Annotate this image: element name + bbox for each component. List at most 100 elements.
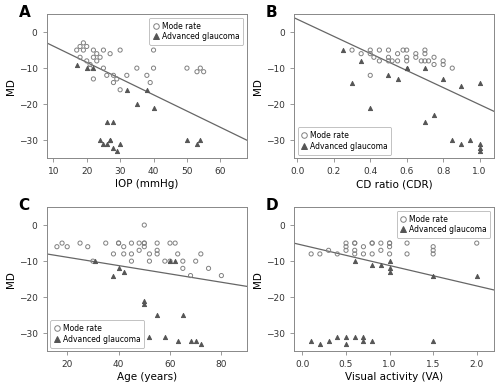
Point (193, 141, 201, 147)
Point (135, 247, 143, 253)
Y-axis label: MD: MD (6, 78, 16, 95)
Point (89, 338, 97, 344)
Point (429, 272, 437, 279)
Point (96, 54, 104, 61)
Point (421, 47, 429, 53)
Point (72, 47, 80, 53)
Point (324, 338, 332, 344)
Point (143, 87, 151, 93)
Point (110, 144, 118, 151)
Point (106, 137, 114, 144)
Point (110, 119, 118, 125)
Point (377, 240, 385, 246)
Point (106, 137, 114, 144)
Point (350, 247, 358, 253)
Point (140, 301, 148, 308)
Point (394, 58, 402, 64)
Point (128, 258, 136, 264)
Point (334, 334, 342, 340)
Point (146, 334, 154, 340)
Point (412, 50, 420, 57)
Point (76, 43, 84, 50)
Point (153, 312, 161, 319)
Point (179, 265, 187, 272)
Point (388, 58, 396, 64)
Point (377, 247, 385, 253)
Point (399, 47, 407, 53)
Point (342, 247, 350, 253)
Point (166, 258, 174, 264)
Point (466, 137, 474, 144)
Point (110, 272, 118, 279)
Point (183, 137, 191, 144)
Legend: Mode rate, Advanced glaucoma: Mode rate, Advanced glaucoma (396, 211, 490, 238)
Point (448, 137, 456, 144)
X-axis label: Age (years): Age (years) (117, 372, 177, 382)
Point (421, 50, 429, 57)
Point (357, 58, 365, 64)
Point (116, 87, 124, 93)
Point (82, 58, 90, 64)
Point (153, 251, 161, 257)
Point (357, 50, 365, 57)
Point (307, 338, 315, 344)
Point (140, 240, 148, 246)
Point (96, 137, 104, 144)
Point (146, 251, 154, 257)
Legend: Mode rate, Advanced glaucoma: Mode rate, Advanced glaucoma (298, 127, 392, 154)
Point (133, 65, 141, 71)
Point (150, 65, 158, 71)
Legend: Mode rate, Advanced glaucoma: Mode rate, Advanced glaucoma (150, 18, 244, 45)
Point (89, 330, 97, 336)
Point (316, 341, 324, 347)
Point (113, 76, 121, 82)
Point (174, 251, 182, 257)
Point (430, 61, 438, 68)
Point (93, 50, 101, 57)
Point (90, 47, 98, 53)
Point (366, 50, 374, 57)
Point (360, 338, 368, 344)
Y-axis label: MD: MD (253, 78, 263, 95)
Point (384, 47, 392, 53)
Point (368, 251, 376, 257)
Point (342, 341, 350, 347)
Point (192, 338, 200, 344)
Point (86, 65, 94, 71)
Point (476, 144, 484, 151)
Point (350, 251, 358, 257)
Y-axis label: MD: MD (253, 271, 263, 288)
Point (476, 148, 484, 154)
Point (146, 258, 154, 264)
Point (80, 47, 88, 53)
Point (113, 148, 121, 154)
Point (384, 54, 392, 61)
Point (196, 137, 204, 144)
Point (403, 240, 411, 246)
Point (103, 72, 111, 78)
Point (150, 105, 158, 111)
Point (100, 65, 108, 71)
Point (80, 40, 88, 46)
Point (439, 76, 447, 82)
Point (196, 65, 204, 71)
Point (86, 61, 94, 68)
Point (334, 251, 342, 257)
Point (120, 251, 128, 257)
Point (150, 47, 158, 53)
Point (307, 251, 315, 257)
Point (342, 244, 350, 250)
Point (403, 251, 411, 257)
Point (421, 65, 429, 71)
Point (472, 272, 480, 279)
Point (58, 240, 66, 246)
Point (76, 240, 84, 246)
Point (93, 58, 101, 64)
Point (439, 61, 447, 68)
Point (140, 298, 148, 304)
Point (368, 240, 376, 246)
Point (429, 338, 437, 344)
Point (114, 240, 122, 246)
Point (76, 54, 84, 61)
Point (123, 87, 131, 93)
